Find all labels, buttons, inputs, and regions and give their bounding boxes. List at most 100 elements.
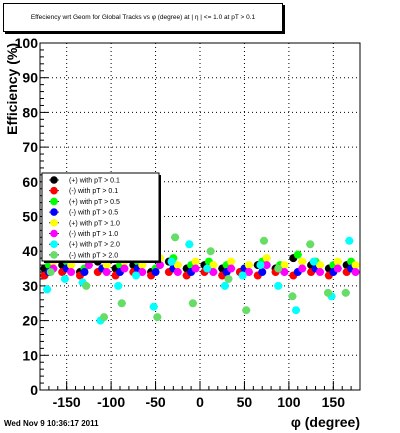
- data-point: [102, 261, 111, 270]
- data-point: [345, 236, 354, 245]
- x-tick-label: 0: [196, 394, 204, 410]
- grid-layer: [40, 43, 360, 390]
- x-tick-label: 100: [277, 394, 301, 410]
- data-point: [84, 261, 93, 270]
- data-point: [341, 288, 350, 297]
- y-tick-label: 70: [22, 139, 38, 155]
- chart-title: Effeciency wrt Geom for Global Tracks vs…: [3, 3, 283, 32]
- data-point: [120, 264, 129, 273]
- y-tick-label: 30: [22, 278, 38, 294]
- y-tick-label: 0: [30, 382, 38, 398]
- data-point: [191, 264, 200, 273]
- y-tick-label: 60: [22, 174, 38, 190]
- data-point: [316, 261, 324, 270]
- data-point: [333, 257, 342, 266]
- data-point: [100, 313, 108, 322]
- series-layer: [40, 233, 360, 325]
- data-point: [114, 281, 123, 290]
- data-point: [227, 264, 236, 273]
- ticks-layer: 0 10 20 30 40 50 60 70 80 90 100 -150 -100 -50 0 50 100 1…: [15, 35, 361, 410]
- x-tick-label: 150: [322, 394, 346, 410]
- data-point: [80, 268, 89, 277]
- data-point: [351, 261, 360, 270]
- data-point: [171, 233, 180, 242]
- data-point: [256, 261, 265, 270]
- data-point: [333, 264, 342, 273]
- data-point: [67, 261, 76, 270]
- data-point: [324, 288, 332, 297]
- data-point: [262, 261, 271, 270]
- data-point: [132, 271, 140, 280]
- data-point: [306, 240, 315, 249]
- x-tick-label: -150: [53, 394, 81, 410]
- data-point: [82, 281, 91, 290]
- data-point: [60, 274, 69, 283]
- legend-marker: [50, 197, 58, 206]
- legend-label: (+) with pT > 1.0: [69, 220, 120, 227]
- data-point: [67, 268, 76, 277]
- legend-marker: [50, 229, 58, 238]
- data-point: [298, 257, 307, 266]
- data-point: [151, 268, 160, 277]
- series-7: [46, 233, 350, 322]
- x-axis-title: φ (degree): [291, 414, 360, 430]
- legend-label: (-) with pT > 1.0: [69, 231, 118, 238]
- legend-marker: [50, 240, 58, 248]
- legend-marker: [50, 251, 58, 259]
- data-point: [156, 261, 164, 270]
- legend-label: (-) with pT > 0.5: [69, 210, 118, 217]
- data-point: [293, 250, 302, 259]
- data-point: [153, 313, 162, 322]
- data-point: [102, 268, 111, 277]
- data-point: [288, 292, 297, 301]
- y-tick-label: 50: [22, 209, 38, 225]
- legend-marker: [50, 176, 58, 184]
- y-tick-label: 40: [22, 243, 38, 259]
- data-point: [173, 261, 182, 270]
- data-point: [209, 268, 218, 277]
- series-5: [49, 261, 360, 277]
- data-point: [351, 268, 360, 277]
- data-point: [244, 261, 253, 270]
- data-point: [227, 257, 236, 266]
- data-point: [238, 271, 247, 280]
- legend-label: (+) with pT > 0.1: [69, 178, 120, 185]
- data-point: [262, 254, 271, 263]
- data-point: [203, 264, 212, 273]
- data-point: [206, 247, 215, 256]
- data-point: [280, 268, 289, 277]
- data-point: [244, 268, 253, 277]
- legend-label: (-) with pT > 2.0: [69, 252, 118, 259]
- x-tick-label: -50: [145, 394, 165, 410]
- legend-label: (-) with pT > 0.1: [69, 188, 118, 195]
- legend-box: [41, 172, 160, 262]
- x-tick-label: 50: [237, 394, 253, 410]
- data-point: [258, 268, 267, 277]
- data-point: [316, 268, 324, 277]
- data-point: [298, 264, 307, 273]
- y-tick-label: 20: [22, 313, 38, 329]
- data-point: [220, 281, 229, 290]
- y-tick-label: 80: [22, 104, 38, 120]
- y-axis-title: Efficiency (%): [4, 43, 20, 135]
- y-tick-label: 100: [15, 35, 39, 51]
- legend: (+) with pT > 0.1 (-) with pT > 0.1 (+) wi…: [41, 172, 161, 263]
- data-point: [209, 261, 218, 270]
- data-point: [188, 299, 197, 308]
- y-tick-label: 90: [22, 70, 38, 86]
- legend-marker: [50, 219, 58, 227]
- timestamp-footer: Wed Nov 9 10:36:17 2011: [4, 419, 99, 428]
- data-point: [274, 281, 283, 290]
- x-tick-label: -100: [97, 394, 125, 410]
- data-point: [46, 268, 55, 277]
- legend-label: (+) with pT > 2.0: [69, 242, 120, 249]
- data-point: [167, 257, 176, 266]
- data-point: [309, 257, 318, 266]
- y-tick-label: 10: [22, 347, 38, 363]
- data-point: [224, 274, 233, 283]
- data-point: [280, 261, 289, 270]
- data-point: [117, 299, 126, 308]
- data-point: [242, 306, 251, 315]
- data-point: [191, 257, 200, 266]
